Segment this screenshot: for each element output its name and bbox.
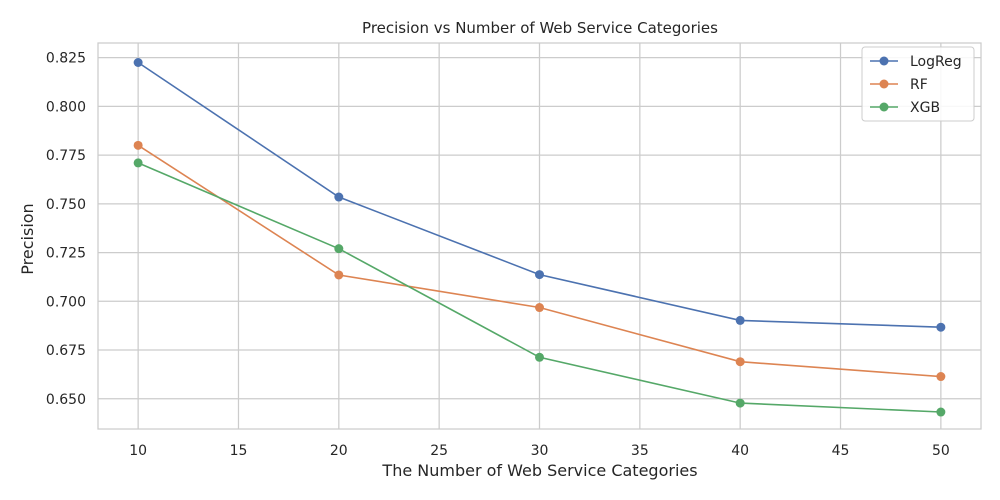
data-point-logreg [936, 322, 946, 332]
legend-label: XGB [910, 100, 940, 116]
legend: LogReg RF XGB [861, 46, 975, 122]
x-tick-label: 20 [330, 443, 348, 459]
series-logreg [133, 57, 946, 332]
x-tick-label: 25 [430, 443, 448, 459]
x-tick-label: 35 [631, 443, 649, 459]
data-point-xgb [535, 352, 544, 362]
data-point-rf [334, 270, 344, 280]
data-point-xgb [334, 244, 344, 254]
x-tick-label: 50 [932, 443, 950, 459]
data-point-logreg [535, 270, 544, 280]
legend-swatch-marker [879, 102, 889, 112]
x-tick-label: 40 [731, 443, 749, 459]
legend-item-xgb: XGB [870, 100, 940, 116]
data-point-logreg [334, 192, 344, 202]
data-point-xgb [133, 158, 143, 168]
y-tick-label: 0.750 [46, 197, 86, 213]
data-point-rf [936, 372, 946, 382]
data-point-xgb [936, 407, 946, 417]
legend-item-rf: RF [870, 77, 928, 93]
legend-label: RF [910, 77, 928, 93]
legend-box [861, 46, 975, 122]
data-point-rf [735, 357, 745, 367]
legend-label: LogReg [910, 54, 962, 70]
legend-swatch-marker [879, 79, 889, 89]
y-tick-label: 0.775 [46, 148, 86, 164]
y-axis-ticks: 0.650 0.675 0.700 0.725 0.750 0.775 0.800 0.825 [46, 51, 86, 408]
legend-item-logreg: LogReg [870, 54, 962, 70]
data-point-logreg [133, 57, 143, 67]
x-tick-label: 10 [129, 443, 147, 459]
x-axis-label: The Number of Web Service Categories [381, 461, 697, 480]
data-point-rf [535, 303, 544, 313]
x-tick-label: 30 [531, 443, 549, 459]
data-point-rf [133, 140, 143, 150]
y-tick-label: 0.650 [46, 392, 86, 408]
y-tick-label: 0.825 [46, 51, 86, 67]
x-tick-label: 45 [832, 443, 850, 459]
series-lines [133, 57, 946, 417]
grid [98, 43, 981, 429]
y-tick-label: 0.800 [46, 99, 86, 115]
x-tick-label: 15 [230, 443, 248, 459]
data-point-logreg [735, 315, 745, 325]
legend-swatch-marker [879, 56, 889, 66]
data-point-xgb [735, 398, 745, 408]
chart-title: Precision vs Number of Web Service Categ… [362, 19, 718, 37]
y-tick-label: 0.725 [46, 246, 86, 262]
x-axis-ticks: 10 15 20 25 30 35 40 45 50 [129, 443, 950, 459]
y-tick-label: 0.700 [46, 294, 86, 310]
plot-frame [97, 42, 982, 430]
series-xgb [133, 158, 946, 417]
y-axis-label: Precision [18, 203, 37, 274]
series-rf [133, 140, 946, 382]
y-tick-label: 0.675 [46, 343, 86, 359]
